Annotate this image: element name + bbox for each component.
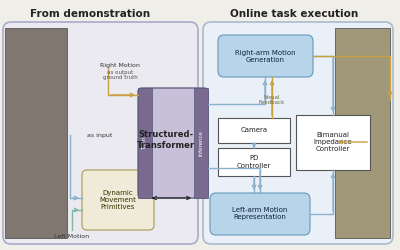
Bar <box>5 28 67 238</box>
FancyBboxPatch shape <box>210 193 310 235</box>
Text: Dynamic
Movement
Primitives: Dynamic Movement Primitives <box>100 190 136 210</box>
Text: Left Motion: Left Motion <box>54 234 90 240</box>
Text: Bimanual
Impedance
Controller: Bimanual Impedance Controller <box>314 132 352 152</box>
Bar <box>218 148 290 176</box>
Bar <box>218 118 290 143</box>
FancyBboxPatch shape <box>218 35 313 77</box>
Bar <box>194 88 208 198</box>
Text: Right-arm Motion
Generation: Right-arm Motion Generation <box>235 50 295 62</box>
FancyBboxPatch shape <box>82 170 154 230</box>
Text: Visual
Feedback: Visual Feedback <box>259 94 285 106</box>
Text: Train: Train <box>142 136 148 149</box>
Text: Camera: Camera <box>240 127 268 133</box>
Text: PD
Controller: PD Controller <box>237 156 271 168</box>
FancyBboxPatch shape <box>203 22 393 244</box>
Text: Inference: Inference <box>198 130 204 156</box>
Text: Online task execution: Online task execution <box>230 9 358 19</box>
Text: From demonstration: From demonstration <box>30 9 150 19</box>
Text: Left-arm Motion
Representation: Left-arm Motion Representation <box>232 208 288 220</box>
FancyBboxPatch shape <box>138 88 208 198</box>
Bar <box>296 115 370 170</box>
Bar <box>335 28 390 238</box>
Text: Right Motion: Right Motion <box>100 62 140 68</box>
Text: as input: as input <box>87 132 113 138</box>
Text: as output
ground truth: as output ground truth <box>103 70 137 80</box>
FancyBboxPatch shape <box>3 22 198 244</box>
Text: Structured-
Transformer: Structured- Transformer <box>137 130 195 150</box>
Bar <box>138 88 152 198</box>
